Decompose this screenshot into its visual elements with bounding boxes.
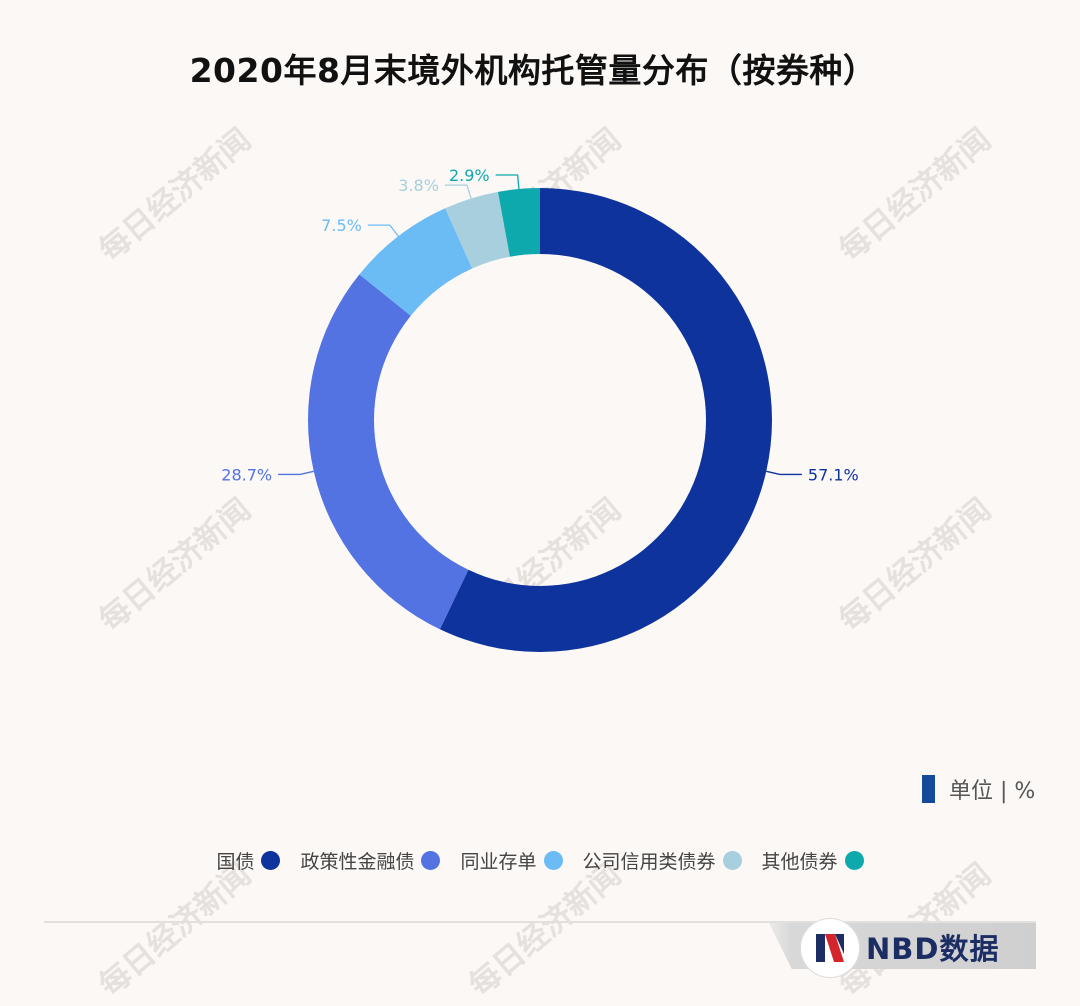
legend-dot bbox=[261, 850, 281, 870]
brand-name: NBD数据 bbox=[866, 932, 1000, 966]
slice-qita[interactable] bbox=[497, 188, 540, 257]
unit-marker bbox=[922, 775, 935, 803]
data-label: 3.8% bbox=[398, 176, 439, 195]
data-label: 28.7% bbox=[221, 465, 272, 484]
leader-line bbox=[495, 174, 520, 190]
footer-divider bbox=[44, 921, 1036, 923]
legend-label: 国债 bbox=[216, 850, 255, 873]
chart-title: 2020年8月末境外机构托管量分布（按券种） bbox=[189, 51, 877, 90]
leader-line bbox=[278, 470, 314, 476]
slice-gongsi[interactable] bbox=[445, 191, 510, 269]
leader-line bbox=[766, 470, 802, 476]
legend-item-guozhai[interactable]: 国债 bbox=[216, 847, 281, 874]
legend-item-qita[interactable]: 其他债券 bbox=[762, 847, 864, 874]
unit-text: 单位 | % bbox=[949, 779, 1036, 804]
legend-dot bbox=[421, 850, 441, 870]
legend-dot bbox=[722, 850, 742, 870]
unit-label: 单位 | % bbox=[922, 774, 1035, 804]
legend-item-tongye[interactable]: 同业存单 bbox=[460, 847, 563, 874]
donut-chart: 57.1% 28.7% 7.5% 3.8% 2.9% bbox=[221, 166, 859, 652]
legend-label: 公司信用类债券 bbox=[582, 850, 716, 873]
slice-tongye[interactable] bbox=[359, 208, 473, 316]
data-label: 2.9% bbox=[449, 166, 490, 185]
legend: 国债 政策性金融债 同业存单 公司信用类债券 其他债券 bbox=[0, 844, 1080, 876]
legend-label: 同业存单 bbox=[460, 850, 537, 873]
legend-label: 其他债券 bbox=[761, 850, 838, 873]
legend-item-gongsi[interactable]: 公司信用类债券 bbox=[583, 847, 742, 874]
data-label: 57.1% bbox=[808, 465, 859, 484]
legend-dot bbox=[543, 850, 563, 870]
legend-item-zhengcexing[interactable]: 政策性金融债 bbox=[300, 847, 441, 874]
leader-line bbox=[444, 184, 472, 199]
nbd-logo-icon bbox=[800, 918, 860, 978]
slice-guozhai[interactable] bbox=[439, 188, 772, 652]
leader-line bbox=[367, 224, 399, 237]
legend-label: 政策性金融债 bbox=[300, 850, 415, 873]
legend-dot bbox=[844, 850, 864, 870]
data-label: 7.5% bbox=[321, 216, 362, 235]
slice-zhengcexing[interactable] bbox=[307, 274, 469, 630]
